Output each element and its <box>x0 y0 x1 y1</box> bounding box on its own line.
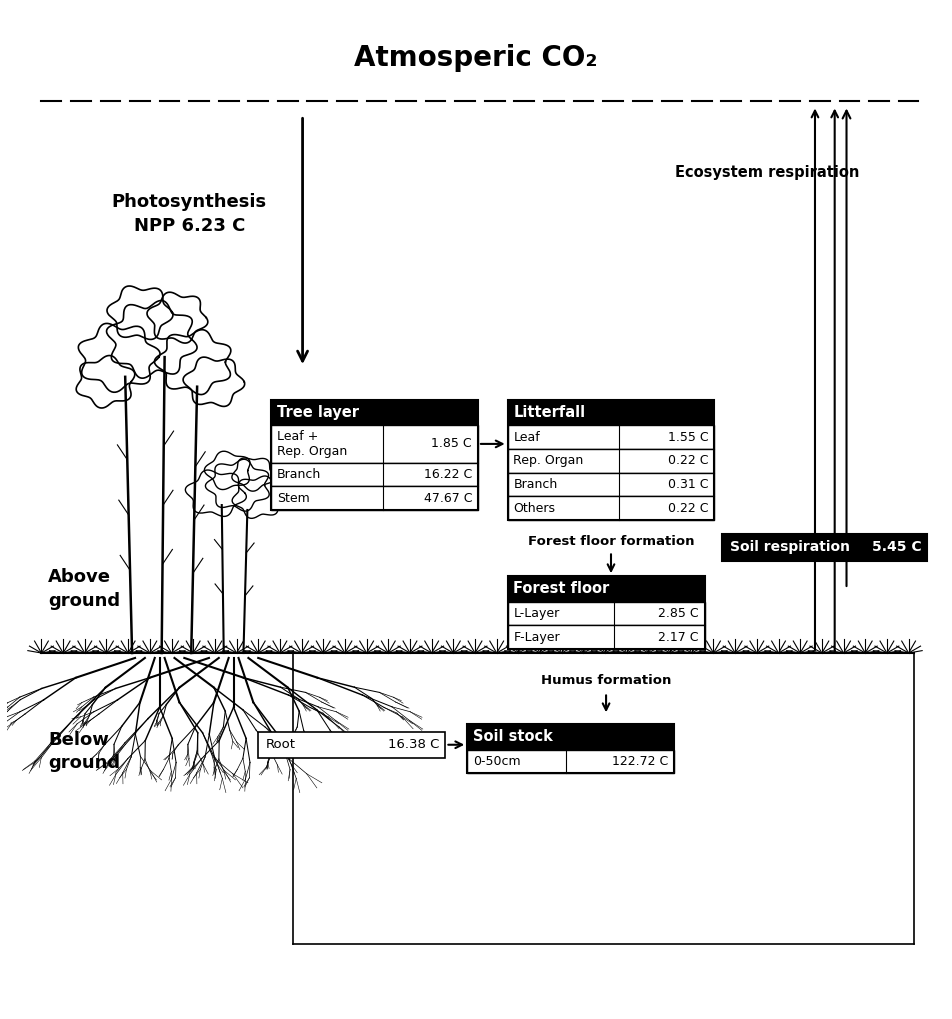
Text: Litterfall: Litterfall <box>513 405 585 420</box>
Text: 5.45 C: 5.45 C <box>872 540 922 554</box>
Text: 0.22 C: 0.22 C <box>668 454 708 467</box>
Text: Branch: Branch <box>277 468 321 481</box>
Text: Root: Root <box>267 738 296 751</box>
Text: 47.67 C: 47.67 C <box>424 491 472 504</box>
Text: Tree layer: Tree layer <box>277 405 359 420</box>
FancyBboxPatch shape <box>271 399 478 425</box>
FancyBboxPatch shape <box>271 425 478 463</box>
Text: Branch: Branch <box>513 478 558 491</box>
FancyBboxPatch shape <box>723 534 927 561</box>
Text: 2.17 C: 2.17 C <box>658 631 699 644</box>
Text: Humus formation: Humus formation <box>541 675 671 687</box>
Text: 1.85 C: 1.85 C <box>431 437 472 450</box>
FancyBboxPatch shape <box>507 425 714 448</box>
FancyBboxPatch shape <box>507 448 714 473</box>
FancyBboxPatch shape <box>271 463 478 486</box>
FancyBboxPatch shape <box>467 750 674 773</box>
Text: 1.55 C: 1.55 C <box>668 430 708 443</box>
Text: Ecosystem respiration: Ecosystem respiration <box>675 165 860 180</box>
FancyBboxPatch shape <box>507 626 704 649</box>
Text: Rep. Organ: Rep. Organ <box>513 454 584 467</box>
Text: L-Layer: L-Layer <box>513 607 560 621</box>
FancyBboxPatch shape <box>507 602 704 626</box>
Text: Forest floor formation: Forest floor formation <box>527 535 694 548</box>
FancyBboxPatch shape <box>507 576 704 602</box>
Text: Photosynthesis
NPP 6.23 C: Photosynthesis NPP 6.23 C <box>111 194 267 235</box>
Text: 0.22 C: 0.22 C <box>668 501 708 515</box>
Text: Stem: Stem <box>277 491 309 504</box>
FancyBboxPatch shape <box>258 732 446 757</box>
Text: F-Layer: F-Layer <box>513 631 560 644</box>
Text: 0-50cm: 0-50cm <box>473 755 521 768</box>
Text: 0.31 C: 0.31 C <box>668 478 708 491</box>
FancyBboxPatch shape <box>271 486 478 510</box>
Text: Forest floor: Forest floor <box>513 582 609 596</box>
Text: Leaf: Leaf <box>513 430 540 443</box>
Text: 2.85 C: 2.85 C <box>658 607 699 621</box>
FancyBboxPatch shape <box>467 725 674 750</box>
FancyBboxPatch shape <box>507 473 714 496</box>
Text: Soil respiration: Soil respiration <box>730 540 850 554</box>
FancyBboxPatch shape <box>507 496 714 520</box>
Text: Others: Others <box>513 501 555 515</box>
Text: Atmosperic CO₂: Atmosperic CO₂ <box>354 44 598 72</box>
Text: Leaf +
Rep. Organ: Leaf + Rep. Organ <box>277 430 347 458</box>
Text: Below
ground: Below ground <box>49 731 121 772</box>
FancyBboxPatch shape <box>507 399 714 425</box>
Text: 122.72 C: 122.72 C <box>612 755 668 768</box>
Text: 16.22 C: 16.22 C <box>424 468 472 481</box>
Text: 16.38 C: 16.38 C <box>388 738 440 751</box>
Text: Above
ground: Above ground <box>49 569 121 609</box>
Text: Soil stock: Soil stock <box>473 730 553 744</box>
